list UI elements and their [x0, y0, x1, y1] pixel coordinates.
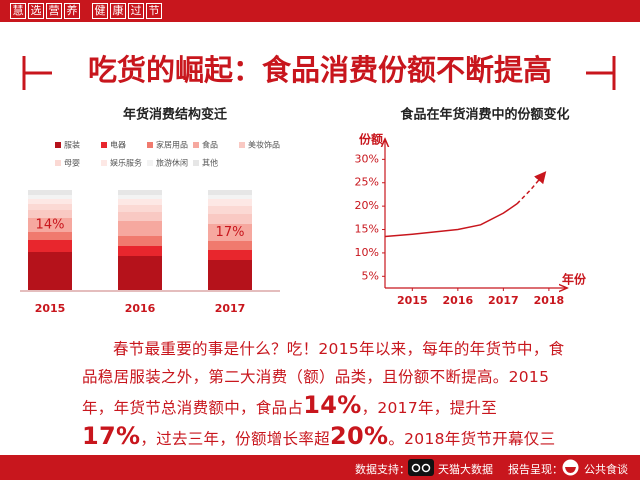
- bar-segment: [208, 250, 252, 260]
- bar-segment: [208, 199, 252, 206]
- highlight-number: 17%: [82, 422, 141, 450]
- legend-swatch: [147, 142, 153, 148]
- data-label: 17%: [216, 225, 245, 240]
- bar-segment: [208, 224, 252, 241]
- x-tick-label: 2015: [35, 302, 66, 315]
- highlight-number: 20%: [329, 422, 389, 450]
- chart-title: 年货消费结构变迁: [123, 107, 227, 123]
- data-label: 14%: [36, 218, 65, 233]
- x-axis-label: 年份: [562, 272, 587, 287]
- chart-title: 食品在年货消费中的份额变化: [400, 107, 569, 123]
- y-tick-label: 10%: [355, 246, 379, 259]
- paragraph-text: 春节最重要的事是什么？吃！2015年以来，每年的年货节中，食品稳居服装之外，第二…: [82, 340, 565, 417]
- bowl-icon: [562, 459, 579, 476]
- x-tick-label: 2018: [534, 294, 565, 307]
- y-tick-label: 25%: [355, 176, 379, 189]
- header-char: 康: [110, 3, 126, 19]
- legend-swatch: [239, 142, 245, 148]
- bar-segment: [208, 206, 252, 214]
- legend-swatch: [55, 160, 61, 166]
- bar-segment: [28, 252, 72, 290]
- y-tick-label: 20%: [355, 199, 379, 212]
- bar-segment: [208, 190, 252, 195]
- bar-segment: [28, 218, 72, 232]
- x-tick-label: 2017: [488, 294, 519, 307]
- header-char: 节: [146, 3, 162, 19]
- bar-segment: [208, 214, 252, 224]
- bar-segment: [118, 190, 162, 195]
- legend-label: 其他: [202, 158, 218, 168]
- bar-segment: [118, 246, 162, 256]
- y-tick-label: 30%: [355, 152, 379, 165]
- tmall-logo: [408, 459, 434, 476]
- report-label: 报告呈现：: [508, 463, 563, 476]
- legend-swatch: [193, 160, 199, 166]
- footer: 数据支持： 天猫大数据 报告呈现： 公共食谈: [0, 455, 640, 480]
- y-axis-label: 份额: [359, 132, 383, 147]
- bar-segment: [28, 232, 72, 240]
- legend-label: 家居用品: [156, 140, 188, 150]
- legend-swatch: [147, 160, 153, 166]
- header-char: 健: [92, 3, 108, 19]
- bar-segment: [118, 221, 162, 236]
- header-group: 健康过节: [92, 3, 162, 19]
- highlight-number: 14%: [303, 391, 362, 419]
- bar-segment: [28, 210, 72, 218]
- paragraph-text: ，2017年，提升至: [361, 399, 498, 417]
- bar-segment: [28, 204, 72, 210]
- legend-label: 食品: [202, 140, 218, 150]
- bar-segment: [28, 199, 72, 204]
- source-label: 数据支持：: [355, 463, 410, 476]
- bar-segment: [118, 256, 162, 290]
- legend-swatch: [101, 160, 107, 166]
- header-char: 营: [46, 3, 62, 19]
- legend-label: 电器: [110, 140, 126, 150]
- legend-label: 旅游休闲: [156, 158, 188, 168]
- bar-segment: [28, 190, 72, 195]
- header-char: 选: [28, 3, 44, 19]
- paragraph: 春节最重要的事是什么？吃！2015年以来，每年的年货节中，食品稳居服装之外，第二…: [82, 335, 566, 481]
- line: [384, 203, 518, 238]
- line: [516, 171, 547, 205]
- x-tick-label: 2017: [215, 302, 246, 315]
- bracket-left: [22, 56, 52, 90]
- legend-label: 服装: [64, 140, 80, 150]
- header-char: 慧: [10, 3, 26, 19]
- bar-segment: [28, 195, 72, 199]
- legend-swatch: [101, 142, 107, 148]
- bar-segment: [118, 195, 162, 199]
- x-tick-label: 2015: [397, 294, 428, 307]
- legend-swatch: [193, 142, 199, 148]
- paragraph-text: ，过去三年，份额增长率超: [140, 430, 330, 448]
- bar-segment: [118, 205, 162, 212]
- y-tick-label: 5%: [362, 269, 379, 282]
- legend-swatch: [55, 142, 61, 148]
- bracket-right: [586, 56, 616, 90]
- header-char: 过: [128, 3, 144, 19]
- x-tick-label: 2016: [125, 302, 156, 315]
- legend-label: 母婴: [64, 159, 80, 168]
- source: 天猫大数据: [438, 463, 493, 476]
- bar-segment: [208, 241, 252, 250]
- page-title: 吃货的崛起：食品消费份额不断提高: [88, 53, 552, 87]
- header-group: 慧选营养: [10, 3, 80, 19]
- bar-segment: [208, 195, 252, 199]
- report: 公共食谈: [584, 463, 628, 476]
- legend-label: 美妆饰品: [248, 140, 280, 150]
- bar-segment: [118, 212, 162, 221]
- header-char: 养: [64, 3, 80, 19]
- bar-segment: [118, 236, 162, 246]
- top-bar: 慧选营养健康过节: [0, 0, 640, 22]
- bar-segment: [208, 260, 252, 290]
- legend-label: 娱乐服务: [110, 158, 142, 168]
- bar-segment: [118, 199, 162, 205]
- title-bracket: [22, 56, 616, 90]
- y-tick-label: 15%: [355, 223, 379, 236]
- bar-segment: [28, 240, 72, 252]
- x-tick-label: 2016: [443, 294, 474, 307]
